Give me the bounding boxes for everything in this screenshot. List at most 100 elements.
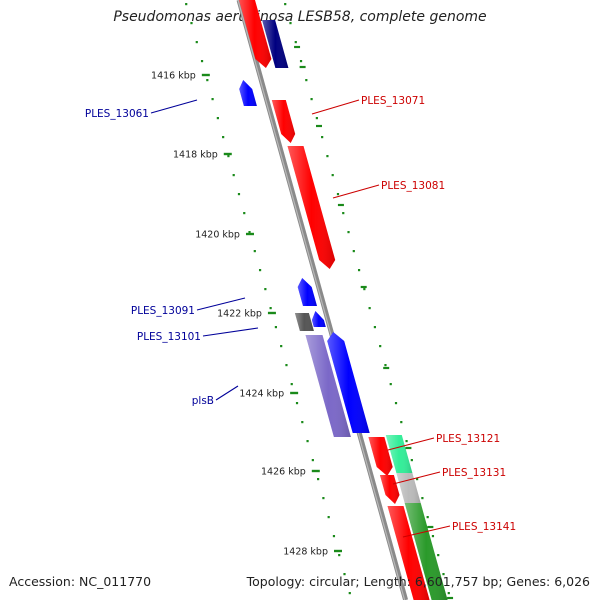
- scale-tick: 1428 kbp: [283, 547, 343, 558]
- outer-guide-dot: [442, 573, 445, 576]
- inner-guide-dot: [232, 174, 235, 177]
- scale-tick: 1420 kbp: [195, 230, 254, 241]
- chromosome-backbone: [236, 0, 409, 600]
- gene-dark-small[interactable]: [294, 313, 314, 331]
- inner-guide-dot: [258, 269, 262, 272]
- outer-guide-dot: [336, 193, 340, 196]
- inner-guide-dot: [211, 98, 214, 101]
- inner-guide-dot: [327, 516, 330, 519]
- gene-label-text: PLES_13061: [85, 108, 149, 120]
- inner-guide-dot: [332, 535, 336, 538]
- inner-guide-dot: [248, 231, 251, 234]
- gene-label-plsb[interactable]: plsB: [192, 385, 239, 407]
- outer-guide-dot: [321, 136, 324, 139]
- gene-blue-long[interactable]: [327, 332, 370, 433]
- gene-top-navy[interactable]: [262, 20, 289, 68]
- inner-guide-dot: [322, 497, 325, 500]
- outer-guide-dot: [379, 345, 382, 348]
- gene-label-ples_13141[interactable]: PLES_13141: [402, 521, 516, 538]
- gene-red-3[interactable]: [387, 506, 430, 600]
- gene-label-ples_13081[interactable]: PLES_13081: [332, 180, 445, 199]
- gene-label-ples_13131[interactable]: PLES_13131: [392, 467, 506, 485]
- outer-guide-dot: [400, 421, 403, 424]
- scale-tick-label: 1420 kbp: [195, 230, 240, 241]
- scale-tick-label: 1416 kbp: [151, 71, 196, 82]
- gene-label-text: PLES_13141: [452, 521, 516, 533]
- gene-label-text: PLES_13131: [442, 467, 506, 479]
- gene-label-ples_13101[interactable]: PLES_13101: [137, 327, 259, 343]
- inner-guide-dot: [274, 326, 278, 329]
- gene-ples-13101[interactable]: [311, 311, 326, 327]
- outer-guide-dot: [431, 535, 435, 538]
- inner-guide-dot: [185, 3, 188, 6]
- scale-tick: 1424 kbp: [239, 389, 299, 400]
- outer-guide-dot: [352, 250, 355, 253]
- outer-guide-dot: [447, 592, 450, 595]
- outer-guide-dot: [426, 516, 429, 519]
- outer-guide-dot: [416, 478, 419, 481]
- outer-guide-dot: [326, 155, 329, 158]
- inner-guide-dot: [206, 79, 209, 82]
- genome-summary: Topology: circular; Length: 6,601,757 bp…: [246, 574, 590, 589]
- gene-ples-13091[interactable]: [297, 278, 317, 306]
- outer-guide-dot: [347, 231, 350, 234]
- outer-guide-dot: [305, 79, 308, 82]
- outer-guide-dot: [294, 41, 297, 44]
- outer-guide-dot: [331, 174, 334, 177]
- outer-guide-dot: [384, 364, 387, 367]
- gene-ples-13121[interactable]: [385, 435, 413, 473]
- gene-plsb[interactable]: [305, 335, 351, 437]
- outer-guide-dot: [357, 269, 361, 272]
- backbone-highlight: [237, 0, 406, 600]
- inner-guide-dot: [190, 22, 193, 25]
- inner-guide-dot: [317, 478, 320, 481]
- inner-guide-dot: [338, 554, 341, 557]
- map-title: Pseudomonas aeruginosa LESB58, complete …: [113, 9, 487, 25]
- outer-guide-dot: [421, 497, 424, 500]
- scale-tick-label: 1426 kbp: [261, 467, 306, 478]
- inner-guide-dot: [285, 364, 288, 367]
- inner-guide-dot: [200, 60, 204, 63]
- outer-guide-dot: [299, 60, 303, 63]
- gene-label-ples_13061[interactable]: PLES_13061: [85, 99, 198, 120]
- scale-tick-label: 1424 kbp: [239, 389, 284, 400]
- gene-red-2[interactable]: [379, 475, 400, 504]
- inner-guide-dot: [216, 117, 219, 120]
- gene-ples-13071[interactable]: [271, 100, 296, 143]
- inner-guide-dot: [227, 155, 230, 158]
- dotted-guides: [185, 3, 450, 595]
- gene-label-text: PLES_13071: [361, 95, 425, 107]
- scale-tick-label: 1422 kbp: [217, 309, 262, 320]
- inner-guide-dot: [195, 41, 198, 44]
- inner-guide-dot: [343, 573, 346, 576]
- gene-labels: PLES_13061 PLES_13071 PLES_13081 PLES_13091…: [85, 95, 516, 538]
- inner-guide-dot: [253, 250, 256, 253]
- outer-guide-dot: [394, 402, 398, 405]
- gene-label-ples_13121[interactable]: PLES_13121: [387, 433, 500, 451]
- scale-tick: 1416 kbp: [151, 71, 210, 82]
- gene-ples-13131[interactable]: [396, 473, 421, 503]
- scale-tick: 1418 kbp: [173, 150, 232, 161]
- accession-label: Accession: NC_011770: [9, 574, 152, 589]
- gene-ples-13061[interactable]: [239, 80, 257, 106]
- outer-guide-dot: [410, 459, 413, 462]
- gene-label-text: PLES_13081: [381, 180, 445, 192]
- scale-tick-label: 1418 kbp: [173, 150, 218, 161]
- gene-ples-13141[interactable]: [404, 503, 448, 600]
- gene-label-ples_13071[interactable]: PLES_13071: [311, 95, 425, 115]
- inner-guide-dot: [311, 459, 314, 462]
- outer-guide-dot: [373, 326, 377, 329]
- gene-label-ples_13091[interactable]: PLES_13091: [131, 297, 246, 317]
- inner-guide-dot: [301, 421, 304, 424]
- inner-guide-dot: [264, 288, 267, 291]
- outer-guide-dot: [389, 383, 392, 386]
- outer-guide-dot: [363, 288, 366, 291]
- scale-tick: 1426 kbp: [261, 467, 320, 478]
- gene-top-red[interactable]: [238, 0, 272, 68]
- inner-guide-dot: [295, 402, 299, 405]
- gene-ples-13081[interactable]: [287, 146, 336, 269]
- inner-guide-dot: [222, 136, 225, 139]
- scale-tick: 1422 kbp: [217, 309, 276, 320]
- gene-red-1[interactable]: [368, 437, 393, 476]
